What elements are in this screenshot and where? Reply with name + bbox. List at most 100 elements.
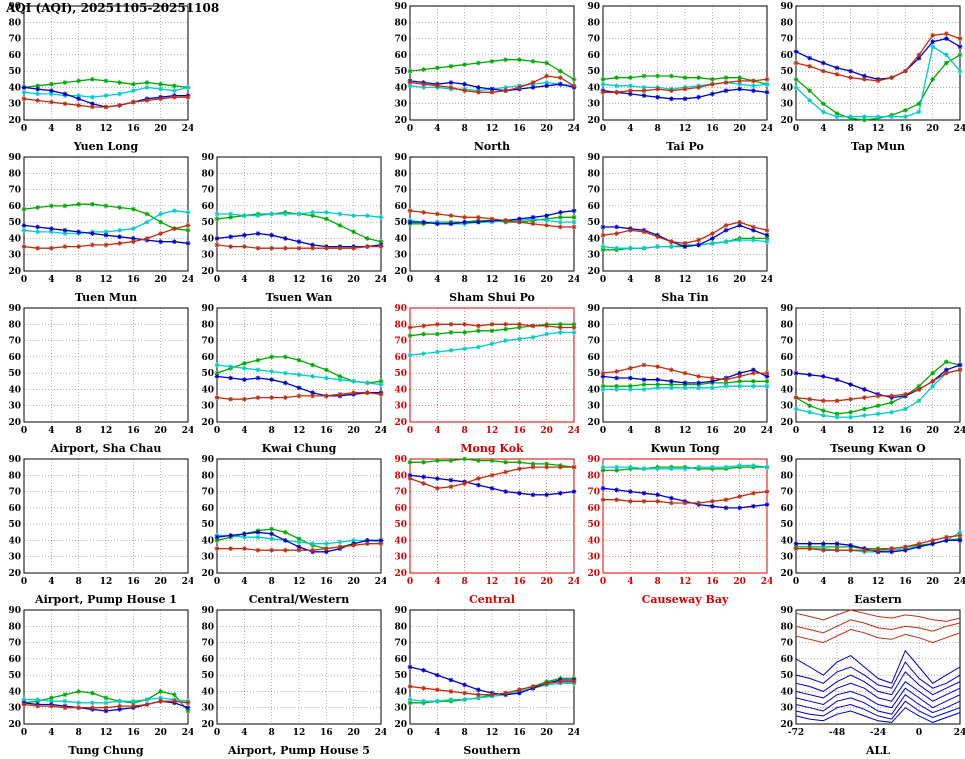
svg-text:80: 80 xyxy=(201,471,214,481)
svg-text:0: 0 xyxy=(214,426,220,436)
svg-text:8: 8 xyxy=(655,124,661,134)
chart-cell-mong-kok: 20 30 40 50 60 70 80 90 0 4 8 12 16 20 24 Mong Kok xyxy=(386,302,580,455)
svg-text:30: 30 xyxy=(780,100,793,110)
chart-canvas-tseung-kwan-o: 20 30 40 50 60 70 80 90 0 4 8 12 16 20 24 xyxy=(780,304,965,436)
chart-cell-yuen-long: 20 30 40 50 60 70 80 90 0 4 8 12 16 20 24 Yuen Long xyxy=(0,0,194,153)
chart-canvas-kwun-tong: 20 30 40 50 60 70 80 90 0 4 8 12 16 20 24 xyxy=(587,304,773,436)
svg-text:4: 4 xyxy=(434,426,440,436)
svg-text:4: 4 xyxy=(241,275,247,285)
svg-text:80: 80 xyxy=(394,320,407,330)
svg-text:60: 60 xyxy=(780,51,793,61)
svg-text:20: 20 xyxy=(733,275,746,285)
svg-text:8: 8 xyxy=(269,275,275,285)
svg-text:80: 80 xyxy=(8,18,21,28)
chart-canvas-causeway-bay: 20 30 40 50 60 70 80 90 0 4 8 12 16 20 24 xyxy=(587,455,773,587)
chart-label-tuen-mun: Tuen Mun xyxy=(74,291,138,304)
chart-cell-all: 20 30 40 50 60 70 80 90 -72 -48 -24 0 24 ALL xyxy=(772,604,965,757)
svg-text:0: 0 xyxy=(21,577,27,587)
svg-text:70: 70 xyxy=(394,337,407,347)
svg-text:-24: -24 xyxy=(870,728,886,738)
chart-canvas-airport-pump-house-5: 20 30 40 50 60 70 80 90 0 4 8 12 16 20 24 xyxy=(201,606,387,738)
svg-text:20: 20 xyxy=(540,124,553,134)
svg-text:8: 8 xyxy=(848,124,854,134)
svg-text:8: 8 xyxy=(269,426,275,436)
svg-text:4: 4 xyxy=(627,124,633,134)
svg-text:50: 50 xyxy=(201,520,214,530)
svg-text:0: 0 xyxy=(407,275,413,285)
svg-text:16: 16 xyxy=(127,728,140,738)
svg-text:80: 80 xyxy=(8,471,21,481)
svg-text:24: 24 xyxy=(954,577,965,587)
svg-text:24: 24 xyxy=(761,275,772,285)
chart-cell-tai-po: 20 30 40 50 60 70 80 90 0 4 8 12 16 20 24 Tai Po xyxy=(579,0,773,153)
svg-text:8: 8 xyxy=(655,577,661,587)
svg-text:70: 70 xyxy=(394,35,407,45)
svg-text:30: 30 xyxy=(587,251,600,261)
svg-text:16: 16 xyxy=(899,124,912,134)
svg-text:24: 24 xyxy=(182,728,193,738)
chart-cell-tuen-mun: 20 30 40 50 60 70 80 90 0 4 8 12 16 20 24 Tuen Mun xyxy=(0,151,194,304)
svg-text:20: 20 xyxy=(8,267,21,277)
svg-text:20: 20 xyxy=(201,418,214,428)
svg-text:60: 60 xyxy=(587,504,600,514)
svg-text:20: 20 xyxy=(154,124,167,134)
svg-text:40: 40 xyxy=(394,536,407,546)
svg-text:24: 24 xyxy=(375,275,386,285)
svg-text:50: 50 xyxy=(8,218,21,228)
chart-cell-causeway-bay: 20 30 40 50 60 70 80 90 0 4 8 12 16 20 24 Causeway Bay xyxy=(579,453,773,606)
svg-text:90: 90 xyxy=(780,304,793,314)
svg-text:12: 12 xyxy=(100,124,113,134)
chart-label-central-western: Central/Western xyxy=(248,593,350,606)
svg-text:70: 70 xyxy=(780,35,793,45)
svg-text:30: 30 xyxy=(8,251,21,261)
chart-cell-central-western: 20 30 40 50 60 70 80 90 0 4 8 12 16 20 24 Central/Weste… xyxy=(193,453,387,606)
svg-text:70: 70 xyxy=(587,337,600,347)
chart-label-north: North xyxy=(473,140,511,153)
svg-text:8: 8 xyxy=(76,577,82,587)
svg-text:50: 50 xyxy=(201,671,214,681)
svg-text:20: 20 xyxy=(201,267,214,277)
svg-text:30: 30 xyxy=(394,704,407,714)
svg-text:90: 90 xyxy=(394,304,407,314)
svg-text:90: 90 xyxy=(394,2,407,12)
svg-text:4: 4 xyxy=(241,577,247,587)
svg-text:24: 24 xyxy=(954,728,965,738)
svg-text:12: 12 xyxy=(872,426,885,436)
chart-cell-eastern: 20 30 40 50 60 70 80 90 0 4 8 12 16 20 24 Eastern xyxy=(772,453,965,606)
svg-text:20: 20 xyxy=(540,728,553,738)
svg-text:24: 24 xyxy=(954,426,965,436)
svg-text:0: 0 xyxy=(600,124,606,134)
svg-text:90: 90 xyxy=(201,606,214,616)
svg-text:60: 60 xyxy=(394,202,407,212)
svg-text:50: 50 xyxy=(394,67,407,77)
svg-text:50: 50 xyxy=(8,67,21,77)
chart-label-airport-pump-house-5: Airport, Pump House 5 xyxy=(228,744,370,757)
svg-text:60: 60 xyxy=(201,504,214,514)
svg-text:80: 80 xyxy=(8,169,21,179)
svg-text:70: 70 xyxy=(394,639,407,649)
svg-text:4: 4 xyxy=(434,124,440,134)
svg-text:20: 20 xyxy=(8,116,21,126)
svg-text:60: 60 xyxy=(8,504,21,514)
svg-text:50: 50 xyxy=(780,520,793,530)
svg-text:4: 4 xyxy=(434,577,440,587)
chart-canvas-tap-mun: 20 30 40 50 60 70 80 90 0 4 8 12 16 20 24 xyxy=(780,2,965,134)
svg-text:16: 16 xyxy=(706,426,719,436)
svg-text:30: 30 xyxy=(201,704,214,714)
svg-text:40: 40 xyxy=(780,536,793,546)
svg-text:80: 80 xyxy=(201,169,214,179)
svg-text:16: 16 xyxy=(513,426,526,436)
svg-text:16: 16 xyxy=(513,577,526,587)
svg-text:20: 20 xyxy=(394,116,407,126)
svg-text:12: 12 xyxy=(100,426,113,436)
svg-text:16: 16 xyxy=(899,426,912,436)
svg-text:20: 20 xyxy=(394,267,407,277)
chart-cell-sham-shui-po: 20 30 40 50 60 70 80 90 0 4 8 12 16 20 24 Sham Shui Po xyxy=(386,151,580,304)
svg-text:8: 8 xyxy=(462,124,468,134)
svg-text:40: 40 xyxy=(8,536,21,546)
svg-text:16: 16 xyxy=(127,577,140,587)
svg-text:20: 20 xyxy=(154,728,167,738)
svg-text:70: 70 xyxy=(201,488,214,498)
chart-label-tseung-kwan-o: Tseung Kwan O xyxy=(830,442,926,455)
svg-text:4: 4 xyxy=(627,426,633,436)
